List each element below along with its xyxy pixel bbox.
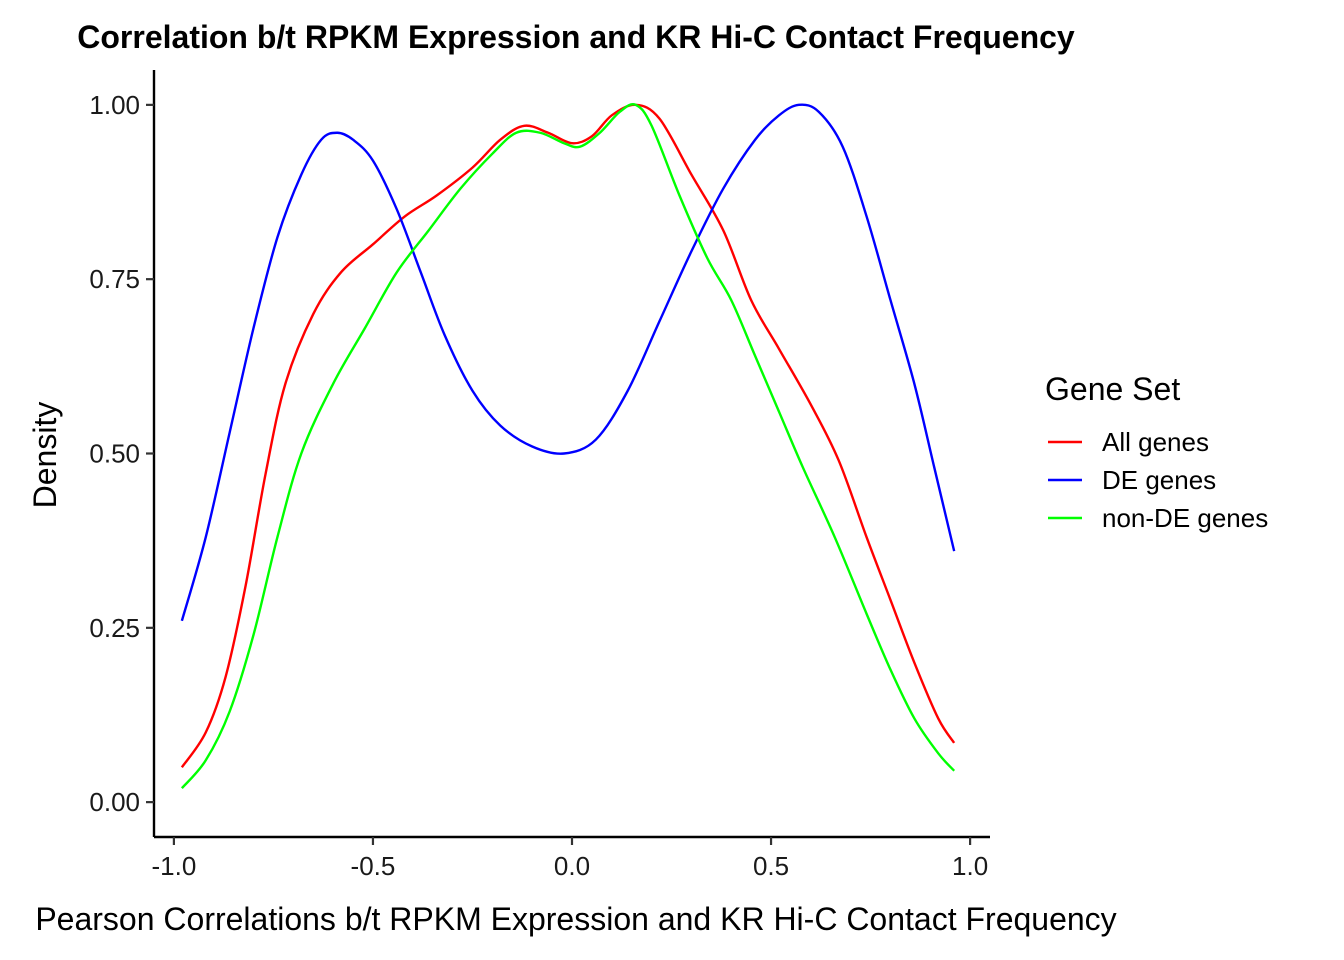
x-tick-label: -1.0	[151, 851, 196, 881]
legend-label-all-genes: All genes	[1102, 427, 1209, 457]
y-tick-label: 0.75	[89, 264, 140, 294]
series-line-all-genes	[180, 103, 956, 768]
series-group	[180, 103, 956, 789]
x-axis-ticks: -1.0 -0.5 0.0 0.5 1.0	[151, 837, 988, 881]
legend-items: All genes DE genes non-DE genes	[1048, 427, 1268, 533]
y-tick-label: 0.00	[89, 787, 140, 817]
legend-label-de-genes: DE genes	[1102, 465, 1216, 495]
y-tick-label: 1.00	[89, 90, 140, 120]
y-tick-label: 0.25	[89, 613, 140, 643]
series-line-non-de-genes	[180, 103, 956, 789]
legend: Gene Set All genes DE genes non-DE genes	[1045, 371, 1268, 533]
x-axis-title: Pearson Correlations b/t RPKM Expression…	[35, 901, 1116, 937]
y-tick-label: 0.50	[89, 439, 140, 469]
x-tick-label: 0.0	[554, 851, 590, 881]
chart-title: Correlation b/t RPKM Expression and KR H…	[77, 19, 1075, 55]
y-axis-title: Density	[27, 402, 63, 509]
x-tick-label: 1.0	[952, 851, 988, 881]
x-tick-label: 0.5	[753, 851, 789, 881]
legend-label-non-de-genes: non-DE genes	[1102, 503, 1268, 533]
plot-area: 0.00 0.25 0.50 0.75 1.00 -1.0 -0.5 0.0 0.5 1.0	[89, 70, 990, 881]
y-axis-ticks: 0.00 0.25 0.50 0.75 1.00	[89, 90, 154, 817]
legend-title: Gene Set	[1045, 371, 1180, 407]
x-tick-label: -0.5	[351, 851, 396, 881]
series-line-de-genes	[180, 103, 956, 622]
